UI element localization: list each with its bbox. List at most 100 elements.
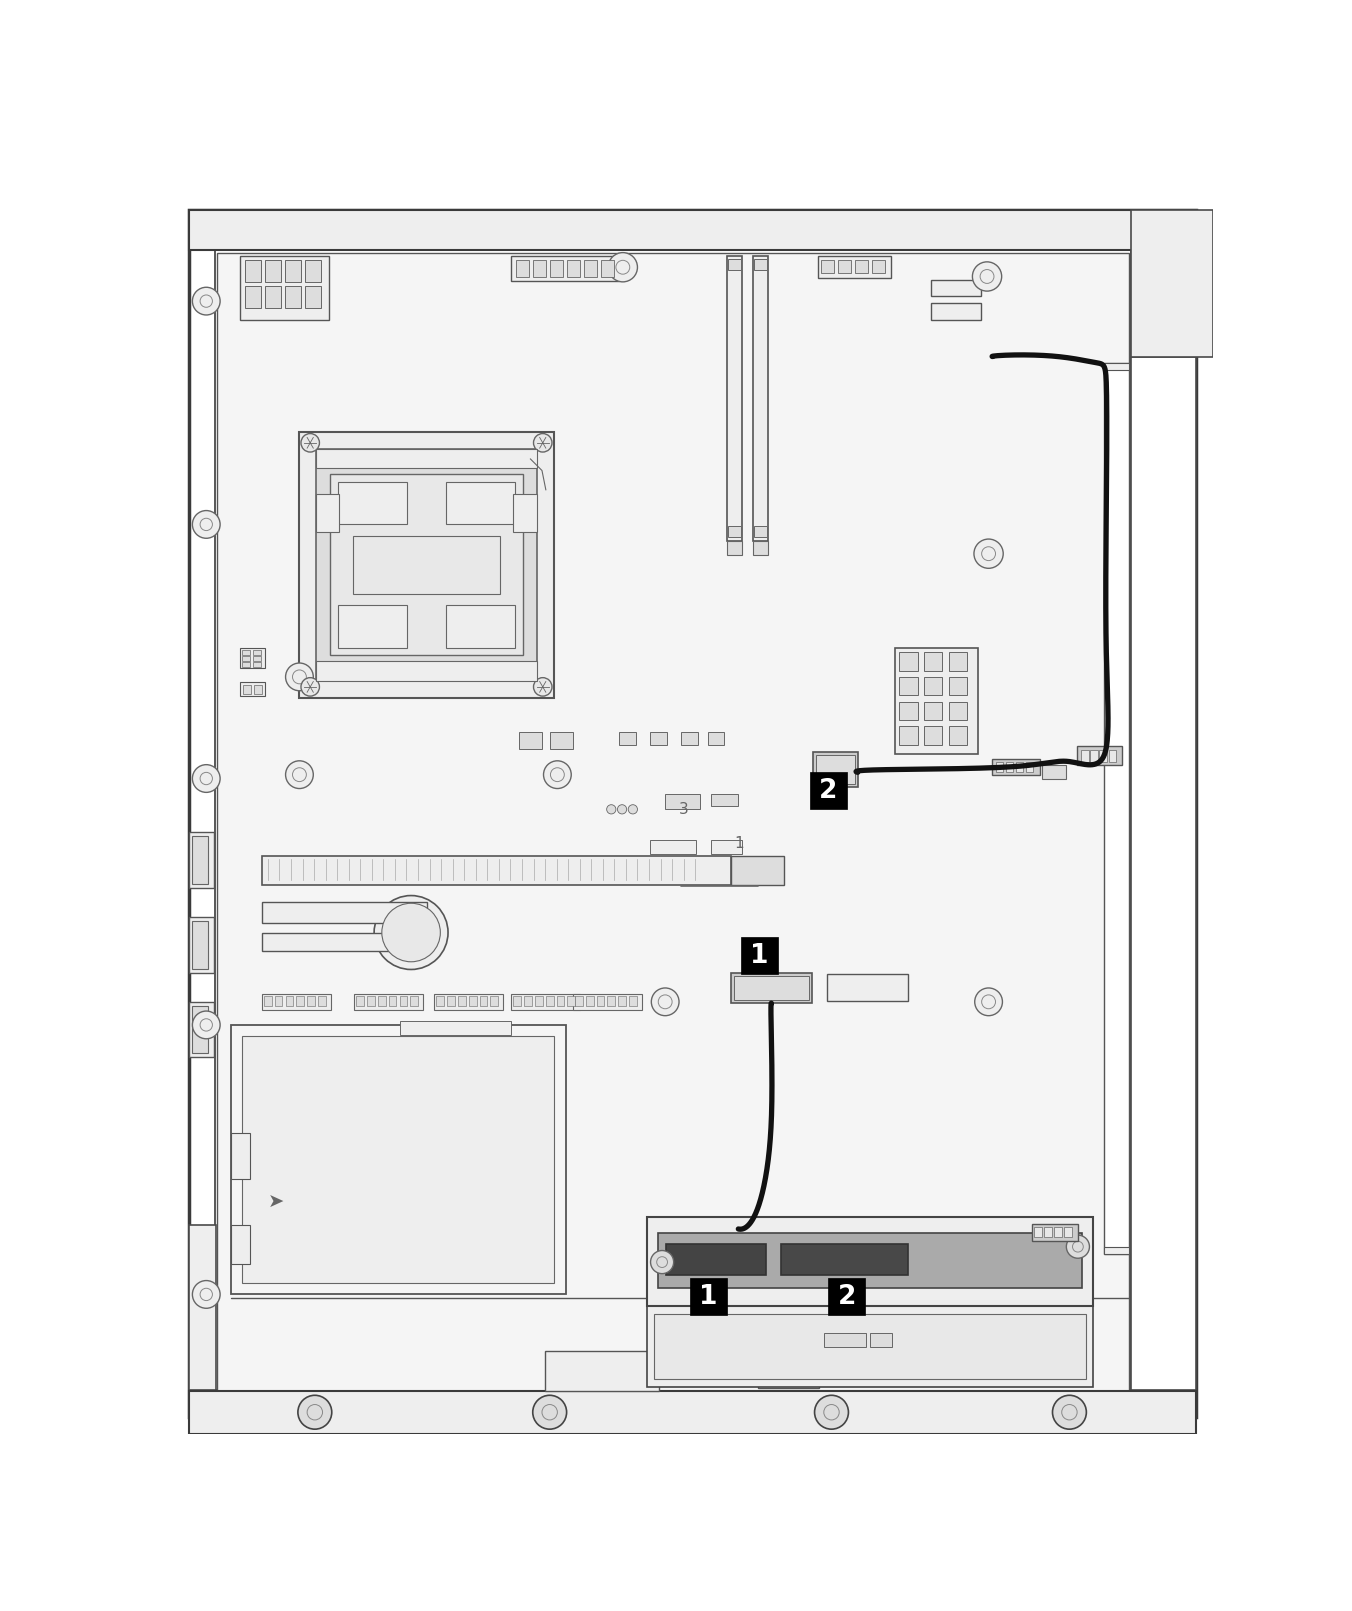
Bar <box>584 261 596 277</box>
Bar <box>899 701 918 720</box>
Bar <box>189 833 214 888</box>
Bar <box>1099 751 1107 762</box>
Bar <box>304 287 320 308</box>
Bar <box>535 996 542 1007</box>
Bar <box>274 996 283 1007</box>
Bar <box>189 1224 216 1390</box>
Bar <box>872 259 884 274</box>
Bar <box>650 733 667 744</box>
Bar <box>899 677 918 696</box>
Bar <box>1064 1226 1072 1237</box>
Circle shape <box>192 511 220 538</box>
Bar <box>813 752 857 788</box>
Bar <box>215 250 1132 1390</box>
Circle shape <box>301 433 319 453</box>
Circle shape <box>381 904 441 962</box>
Bar <box>253 662 261 667</box>
Bar <box>923 677 942 696</box>
Bar <box>665 794 700 809</box>
Circle shape <box>192 1012 220 1039</box>
Bar <box>241 683 265 696</box>
Bar <box>353 536 500 594</box>
Bar <box>817 756 854 785</box>
Bar <box>389 996 396 1007</box>
Bar <box>368 996 375 1007</box>
Bar <box>242 656 250 661</box>
Bar <box>607 996 615 1007</box>
Circle shape <box>608 253 637 282</box>
Bar <box>731 855 784 884</box>
Bar <box>304 261 320 282</box>
Bar <box>741 938 777 975</box>
Bar <box>218 253 1129 1390</box>
Bar <box>869 1332 891 1347</box>
Text: 1: 1 <box>699 1284 718 1310</box>
Bar <box>231 1133 250 1179</box>
Bar <box>330 474 523 656</box>
Bar <box>753 256 768 541</box>
Bar <box>285 261 301 282</box>
Bar <box>667 1244 767 1276</box>
Bar <box>354 994 423 1010</box>
Bar <box>316 662 537 681</box>
Bar <box>316 449 537 469</box>
Bar <box>514 996 521 1007</box>
Bar <box>619 733 635 744</box>
Circle shape <box>192 765 220 793</box>
Bar <box>992 759 1040 775</box>
Bar <box>254 685 262 694</box>
Bar <box>823 1332 867 1347</box>
Bar <box>654 1313 1086 1379</box>
Text: 1: 1 <box>750 942 768 968</box>
Bar <box>600 261 614 277</box>
Bar <box>265 287 281 308</box>
Bar <box>338 482 407 525</box>
Bar <box>727 525 741 536</box>
Bar <box>930 280 982 296</box>
Circle shape <box>972 263 1002 292</box>
Bar <box>923 652 942 670</box>
Bar <box>923 727 942 744</box>
Bar <box>1105 362 1129 371</box>
Bar <box>1105 1247 1129 1255</box>
Bar <box>646 1218 1094 1307</box>
Bar <box>192 1005 208 1054</box>
Bar <box>511 994 580 1010</box>
Bar <box>707 733 725 744</box>
Bar <box>1032 1224 1078 1240</box>
Bar <box>566 261 580 277</box>
Bar <box>516 261 529 277</box>
Bar <box>316 493 339 532</box>
Circle shape <box>652 988 679 1015</box>
Bar <box>253 649 261 654</box>
Circle shape <box>973 540 1003 569</box>
Circle shape <box>629 806 637 814</box>
Bar <box>727 259 741 269</box>
Bar <box>264 996 272 1007</box>
Bar <box>357 996 364 1007</box>
Circle shape <box>544 760 572 788</box>
Bar <box>241 256 329 319</box>
Bar <box>1132 211 1213 356</box>
Circle shape <box>192 1281 220 1308</box>
Bar <box>533 261 546 277</box>
Bar <box>1090 751 1098 762</box>
Bar <box>1015 762 1023 772</box>
Bar <box>514 493 537 532</box>
Bar <box>241 648 265 667</box>
Bar <box>231 1025 566 1294</box>
Bar <box>827 975 907 1000</box>
Bar <box>550 261 562 277</box>
Bar <box>446 606 515 648</box>
Bar <box>491 996 498 1007</box>
Circle shape <box>192 287 220 316</box>
Bar <box>253 656 261 661</box>
Bar <box>821 259 834 274</box>
Bar <box>189 917 214 973</box>
Bar <box>262 994 331 1010</box>
Bar <box>296 996 304 1007</box>
Bar <box>810 772 846 809</box>
Bar <box>400 996 407 1007</box>
Bar <box>727 256 742 541</box>
Bar <box>1006 762 1013 772</box>
